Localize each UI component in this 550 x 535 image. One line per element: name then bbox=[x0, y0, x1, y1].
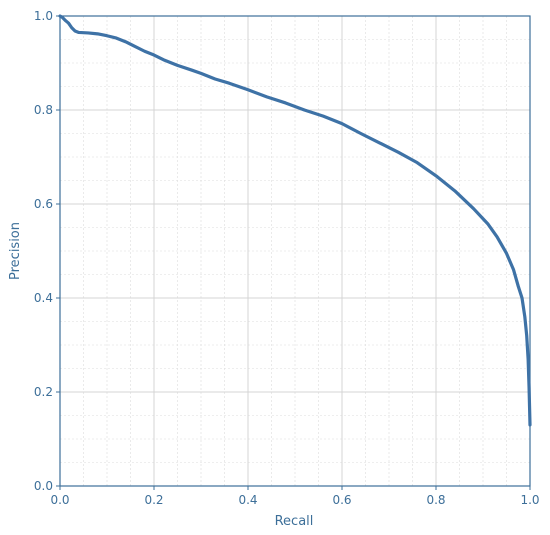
minor-grid bbox=[60, 16, 530, 486]
x-tick-label: 0.8 bbox=[426, 493, 445, 507]
x-tick-label: 0.0 bbox=[50, 493, 69, 507]
x-tick-label: 0.4 bbox=[238, 493, 257, 507]
y-tick-label: 0.6 bbox=[34, 197, 53, 211]
x-tick-label: 0.6 bbox=[332, 493, 351, 507]
y-tick-label: 0.0 bbox=[34, 479, 53, 493]
y-tick-label: 0.2 bbox=[34, 385, 53, 399]
major-grid bbox=[59, 15, 531, 487]
y-axis-label: Precision bbox=[8, 222, 23, 280]
y-tick-label: 0.8 bbox=[34, 103, 53, 117]
plot-frame bbox=[59, 15, 531, 487]
x-axis-label: Recall bbox=[275, 514, 314, 529]
y-tick-label: 1.0 bbox=[34, 9, 53, 23]
y-tick-label: 0.4 bbox=[34, 291, 53, 305]
y-axis-ticks: 0.0 0.2 0.4 0.6 0.8 1.0 bbox=[34, 9, 60, 493]
x-axis-ticks: 0.0 0.2 0.4 0.6 0.8 1.0 bbox=[50, 486, 540, 507]
x-tick-label: 0.2 bbox=[144, 493, 163, 507]
x-tick-label: 1.0 bbox=[520, 493, 539, 507]
precision-recall-curve bbox=[58, 14, 532, 427]
